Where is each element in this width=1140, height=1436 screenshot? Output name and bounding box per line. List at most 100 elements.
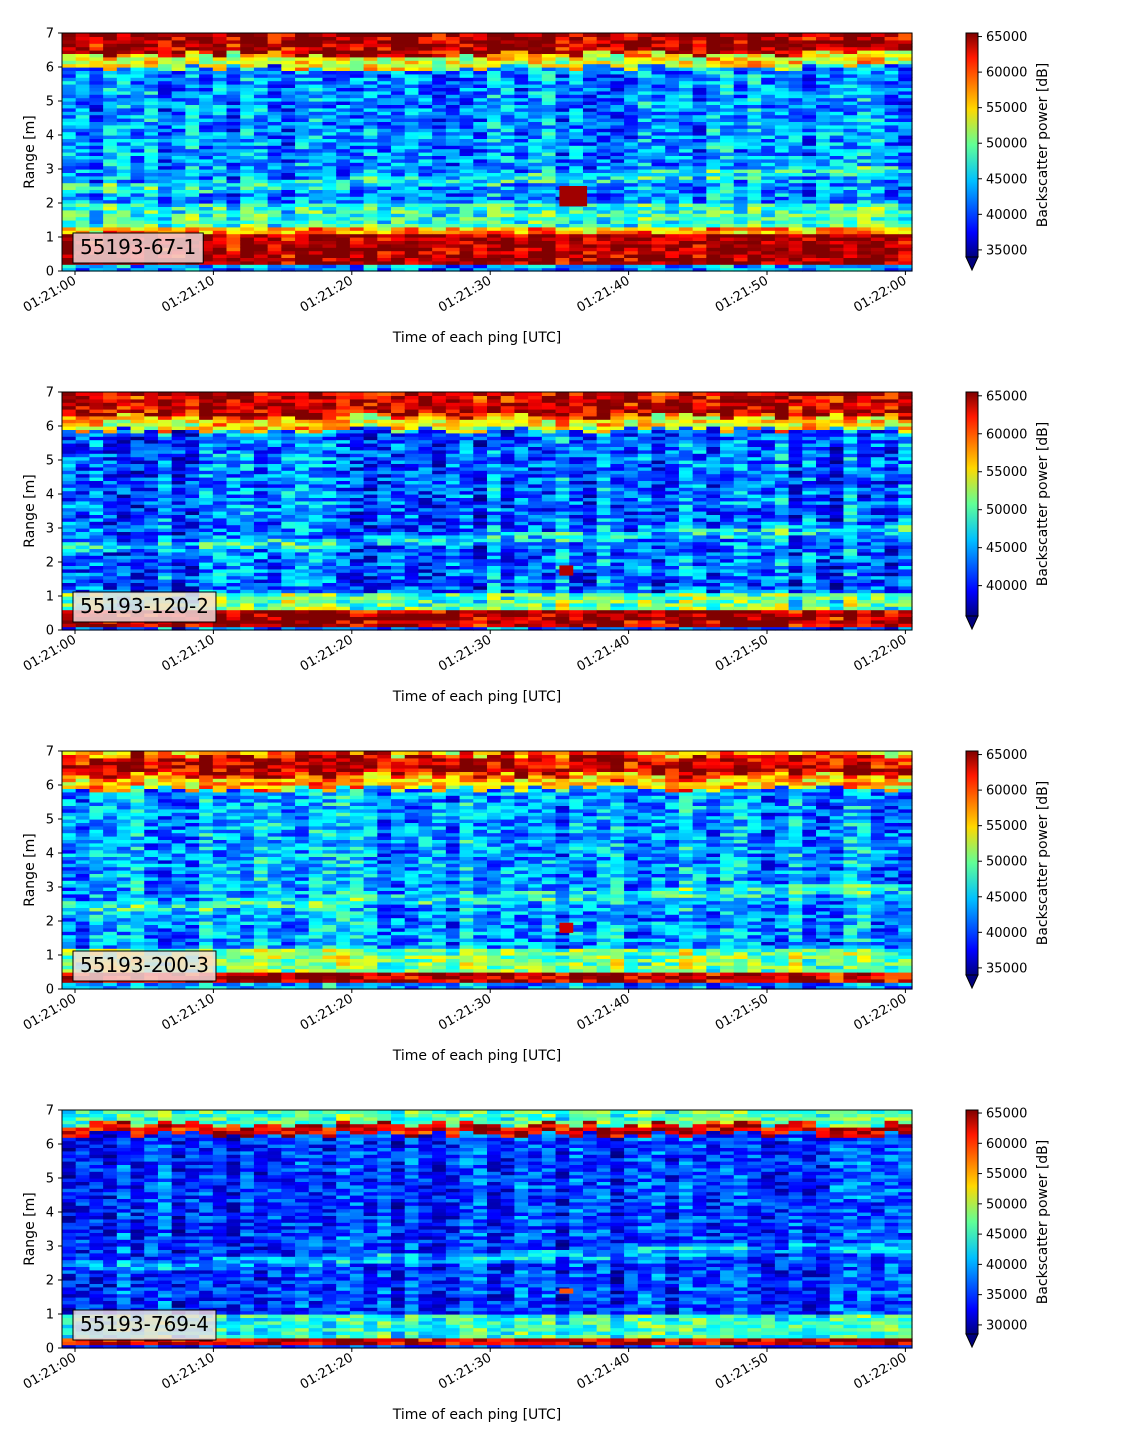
heatmap-cell [199,124,214,129]
heatmap-cell [733,70,749,75]
heatmap-cell [308,60,324,65]
heatmap-cell [212,39,228,44]
heatmap-cell [295,90,310,95]
heatmap-cell [514,172,529,177]
heatmap-cell [89,172,104,177]
heatmap-cell [555,213,570,218]
heatmap-cell [199,131,214,136]
heatmap-cell [651,50,666,54]
heatmap-cell [89,67,104,71]
heatmap-cell [459,104,474,109]
heatmap-cell [75,453,91,458]
heatmap-cell [569,254,584,258]
heatmap-cell [89,267,104,272]
heatmap-cell [130,39,145,44]
heatmap-cell [774,226,790,231]
heatmap-cell [199,247,214,252]
heatmap-cell [733,189,749,194]
heatmap-cell [349,169,365,173]
heatmap-cell [157,111,173,116]
heatmap-cell [500,33,516,37]
heatmap-cell [157,504,173,509]
heatmap-cell [596,87,611,92]
heatmap-cell [500,97,516,102]
heatmap-cell [678,145,694,150]
heatmap-cell [761,111,776,116]
heatmap-cell [624,94,639,99]
heatmap-cell [459,128,474,133]
heatmap-cell [596,196,611,201]
heatmap-cell [212,121,228,126]
heatmap-cell [761,135,776,139]
heatmap-cell [253,209,269,214]
heatmap-cell [665,84,680,88]
heatmap-cell [843,199,858,204]
heatmap-cell [816,87,831,92]
heatmap-cell [144,165,159,170]
heatmap-cell [761,186,776,190]
heatmap-cell [281,128,296,133]
heatmap-cell [267,182,282,187]
heatmap-cell [404,226,420,231]
heatmap-cell [528,264,543,269]
heatmap-cell [404,77,420,82]
heatmap-cell [185,148,200,153]
heatmap-cell [322,203,337,207]
heatmap-cell [130,60,145,65]
heatmap-cell [199,230,214,235]
heatmap-cell [857,148,872,153]
heatmap-cell [240,186,255,190]
heatmap-cell [240,196,255,201]
heatmap-cell [212,77,228,82]
heatmap-cell [432,46,447,51]
heatmap-cell [89,158,104,163]
heatmap-cell [774,162,790,167]
heatmap-cell [596,73,611,78]
heatmap-cell [391,128,406,133]
heatmap-cell [130,504,145,509]
heatmap-cell [212,260,228,265]
heatmap-cell [528,141,543,146]
heatmap-cell [624,162,639,167]
heatmap-cell [637,152,653,156]
heatmap-cell [391,36,406,41]
heatmap-cell [733,141,749,146]
heatmap-cell [610,121,625,126]
heatmap-cell [212,247,228,252]
heatmap-cell [75,223,91,228]
heatmap-cell [665,43,680,48]
heatmap-cell [651,56,666,61]
heatmap-cell [487,192,502,197]
heatmap-cell [569,107,584,112]
heatmap-cell [541,247,557,252]
heatmap-cell [720,63,735,68]
heatmap-cell [336,53,351,58]
heatmap-cell [75,124,91,129]
heatmap-cell [788,101,803,105]
heatmap-cell [418,158,433,163]
heatmap-cell [487,135,502,139]
heatmap-cell [199,111,214,116]
heatmap-cell [103,223,118,228]
heatmap-cell [308,84,324,88]
heatmap-cell [281,111,296,116]
heatmap-cell [226,101,241,105]
heatmap-cell [678,77,694,82]
heatmap-cell [349,124,365,129]
heatmap-cell [473,169,488,173]
heatmap-cell [829,124,845,129]
heatmap-cell [747,152,762,156]
heatmap-cell [473,243,488,248]
heatmap-cell [295,60,310,65]
heatmap-cell [829,165,845,170]
heatmap-cell [103,43,118,48]
heatmap-cell [445,254,461,258]
heatmap-cell [596,203,611,207]
heatmap-cell [253,226,269,231]
heatmap-cell [308,111,324,116]
heatmap-cell [240,87,255,92]
heatmap-cell [637,196,653,201]
heatmap-cell [281,36,296,41]
heatmap-cell [774,158,790,163]
heatmap-cell [528,267,543,272]
